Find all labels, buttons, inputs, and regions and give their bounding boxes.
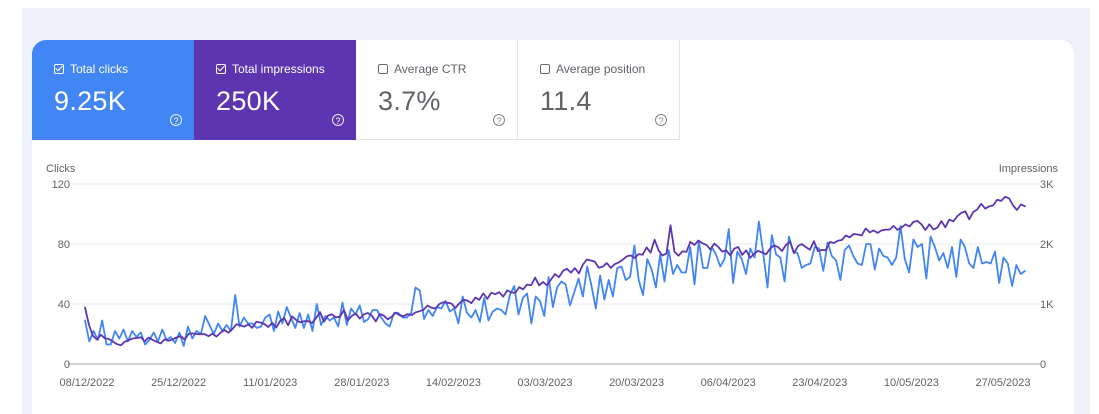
- series-line-total-impressions: [84, 195, 1026, 347]
- x-axis-tick-label: 11/01/2023: [243, 377, 297, 389]
- right-axis-tick-label: 0: [1040, 359, 1046, 371]
- right-axis-label: Impressions: [999, 163, 1059, 175]
- metric-card-total-impressions[interactable]: Total impressions 250K ?: [194, 40, 356, 140]
- right-axis-tick-label: 2K: [1040, 239, 1054, 251]
- checkbox-unchecked-icon[interactable]: [378, 64, 388, 74]
- metric-value: 11.4: [540, 86, 592, 116]
- x-axis-tick-label: 06/04/2023: [701, 377, 756, 389]
- x-axis-tick-label: 10/05/2023: [884, 377, 939, 389]
- help-circle-icon[interactable]: ?: [655, 114, 667, 126]
- checkbox-checked-icon[interactable]: [216, 64, 226, 74]
- x-axis-tick-label: 27/05/2023: [975, 377, 1030, 389]
- right-axis-tick-label: 3K: [1040, 179, 1054, 191]
- x-axis-tick-label: 28/01/2023: [334, 377, 389, 389]
- help-circle-icon[interactable]: ?: [493, 114, 505, 126]
- metric-value: 3.7%: [378, 86, 441, 116]
- left-axis-tick-label: 80: [58, 239, 70, 251]
- checkbox-unchecked-icon[interactable]: [540, 64, 550, 74]
- metric-card-average-ctr[interactable]: Average CTR 3.7% ?: [356, 40, 518, 140]
- series-line-total-clicks: [84, 220, 1026, 347]
- left-axis-label: Clicks: [46, 163, 76, 175]
- metric-value: 250K: [216, 86, 281, 116]
- metric-label: Average CTR: [394, 62, 467, 76]
- metric-card-total-clicks[interactable]: Total clicks 9.25K ?: [32, 40, 194, 140]
- metric-label: Total clicks: [70, 62, 129, 76]
- x-axis-tick-label: 08/12/2022: [59, 377, 114, 389]
- metric-label: Average position: [556, 62, 646, 76]
- help-circle-icon[interactable]: ?: [170, 114, 182, 126]
- left-axis-tick-label: 40: [58, 299, 70, 311]
- x-axis-tick-label: 25/12/2022: [151, 377, 206, 389]
- right-axis-tick-label: 1K: [1040, 299, 1054, 311]
- left-axis-tick-label: 120: [52, 179, 70, 191]
- x-axis-tick-label: 20/03/2023: [609, 377, 664, 389]
- metric-value: 9.25K: [54, 86, 127, 116]
- x-axis-tick-label: 23/04/2023: [792, 377, 847, 389]
- metric-label: Total impressions: [232, 62, 325, 76]
- help-circle-icon[interactable]: ?: [332, 114, 344, 126]
- left-axis-tick-label: 0: [64, 359, 70, 371]
- checkbox-checked-icon[interactable]: [54, 64, 64, 74]
- x-axis-tick-label: 14/02/2023: [426, 377, 481, 389]
- x-axis-tick-label: 03/03/2023: [517, 377, 572, 389]
- metric-card-average-position[interactable]: Average position 11.4 ?: [518, 40, 680, 140]
